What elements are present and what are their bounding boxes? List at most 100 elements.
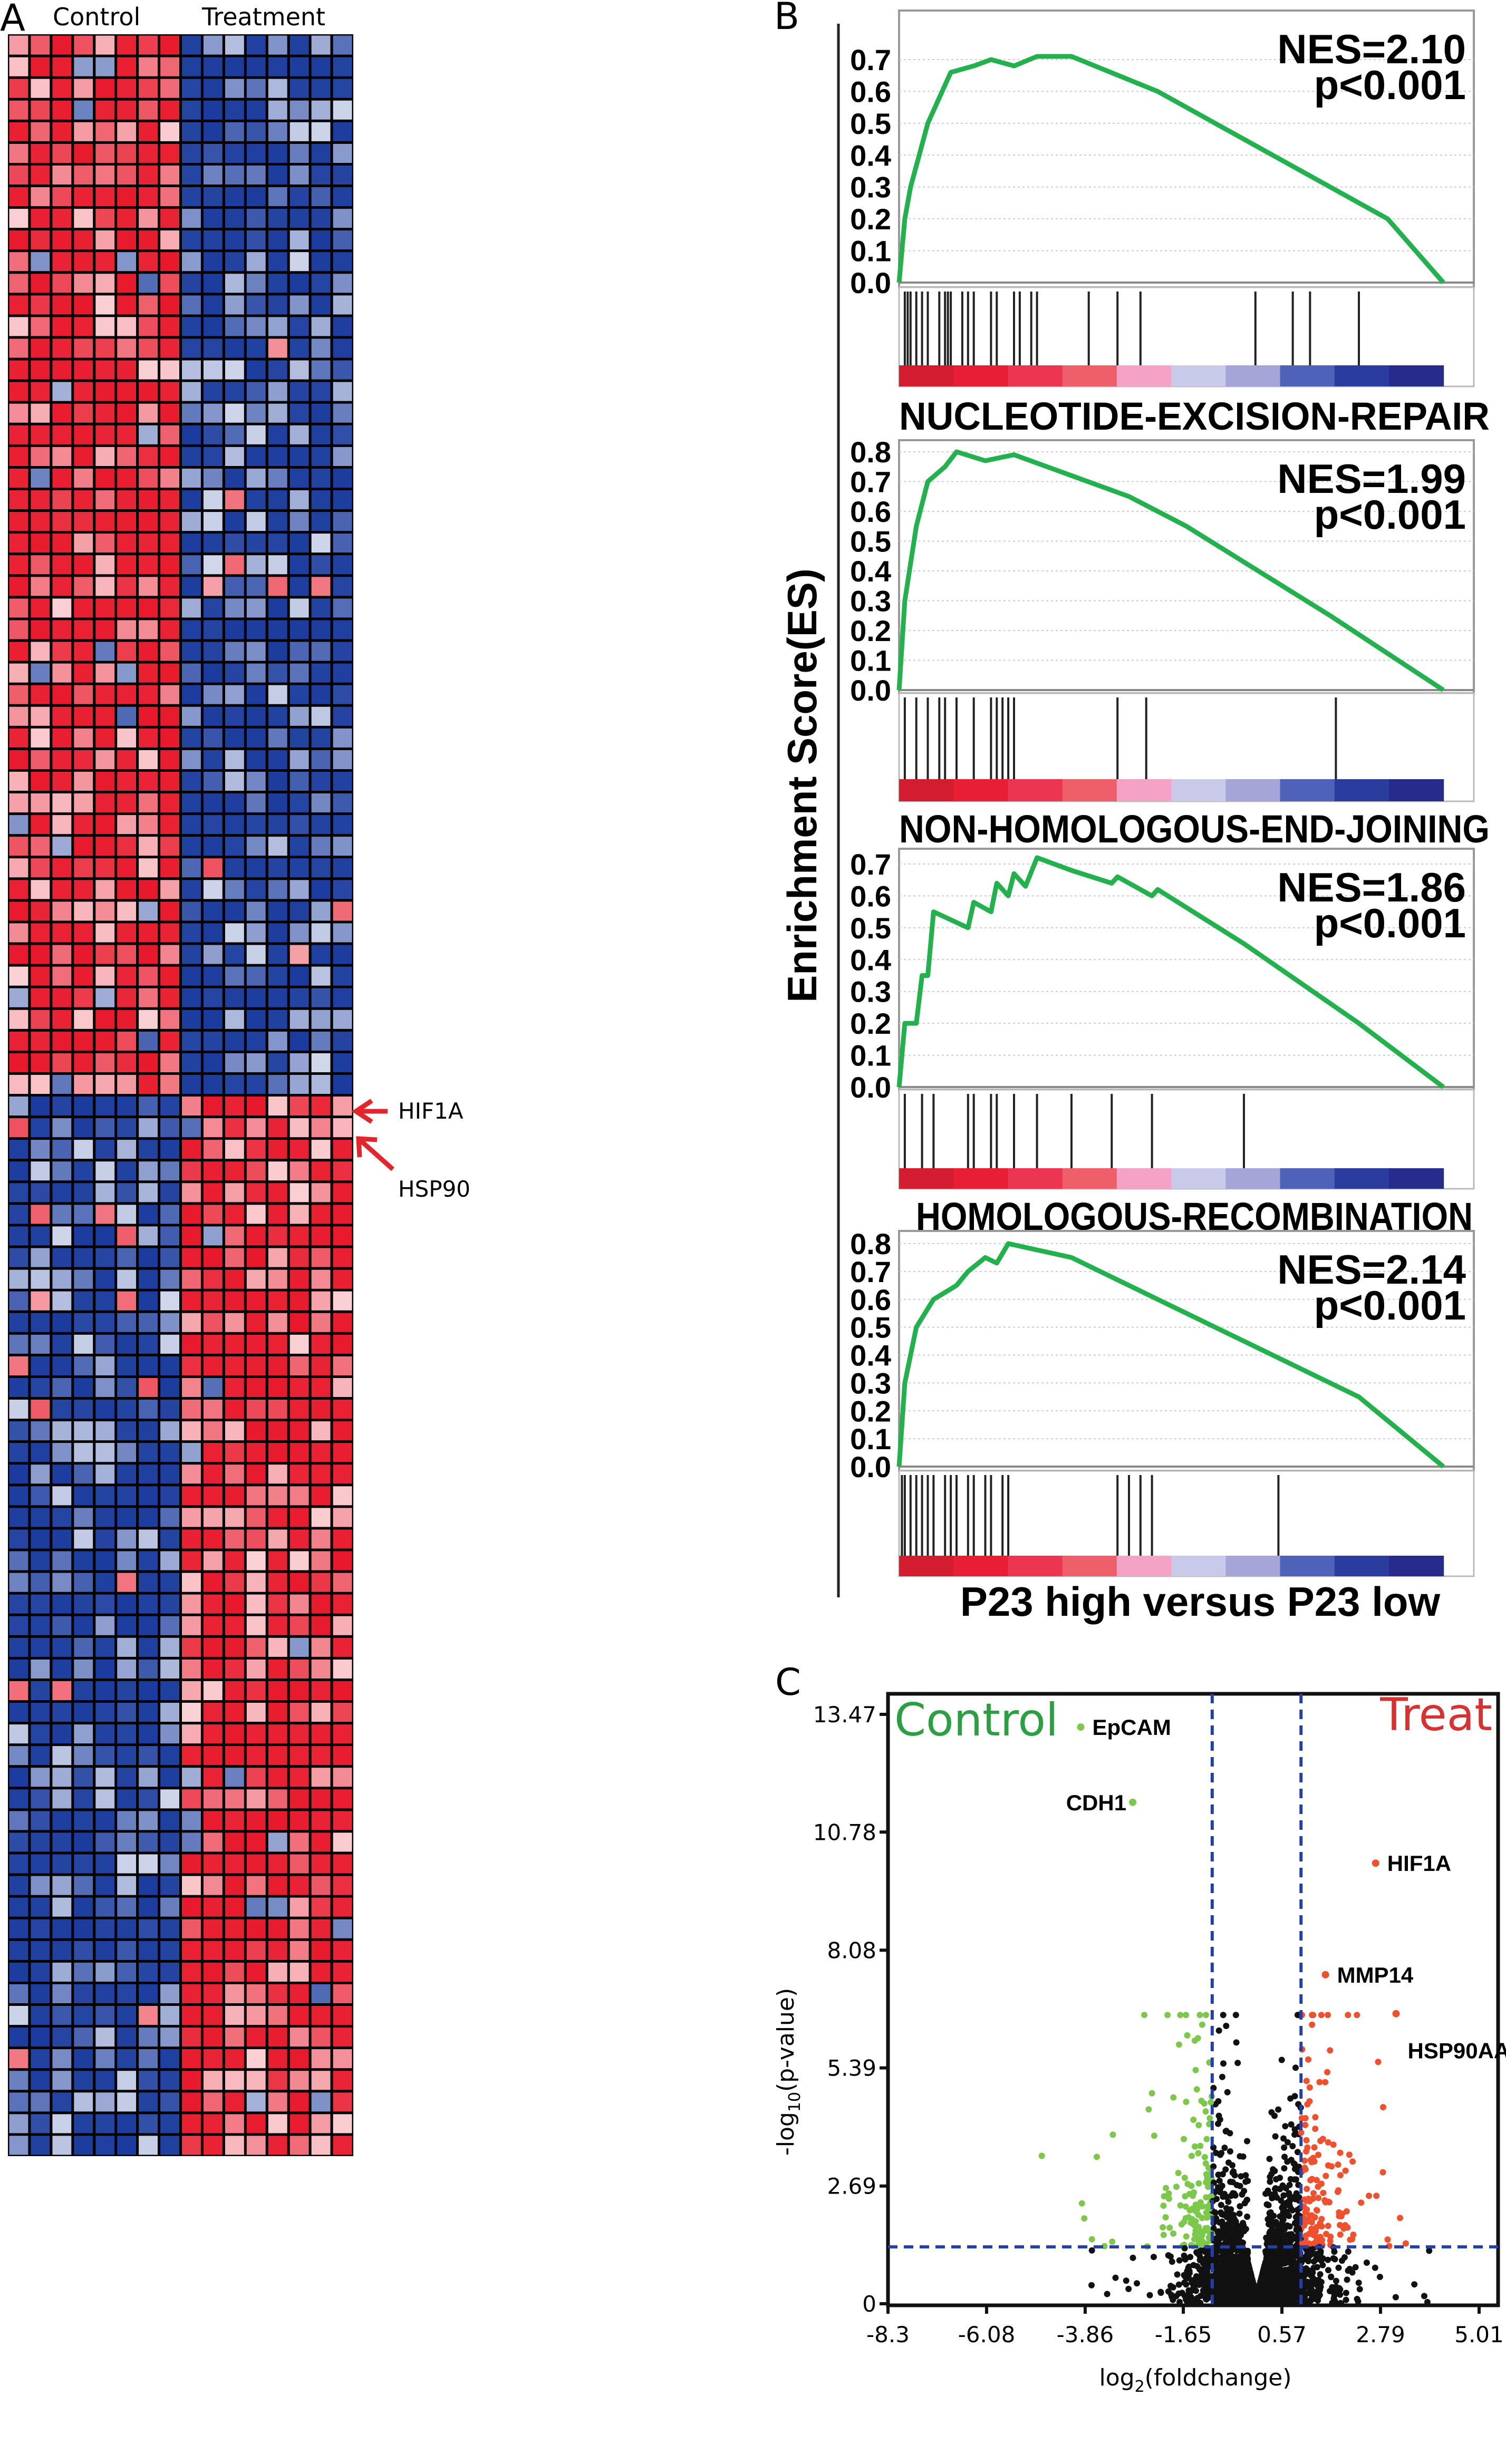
heatmap-cell [31,1010,50,1029]
heatmap-cell [52,2028,72,2047]
heatmap-cell [246,1616,266,1635]
heatmap-cell [289,1594,309,1614]
gene-point [1242,2178,1249,2185]
heatmap-cell [74,79,93,98]
heatmap-cell [289,880,309,899]
heatmap-cell [52,338,72,358]
heatmap-cell [160,1334,179,1354]
heatmap-cell [117,771,137,791]
heatmap-cell [246,317,266,336]
heatmap-cell [117,1724,137,1744]
heatmap-cell [182,1226,201,1246]
heatmap-cell [117,663,137,683]
heatmap-cell [289,1919,309,1938]
heatmap-cell [268,533,287,553]
heatmap-cell [311,880,331,899]
heatmap-cell [95,598,115,618]
heatmap-cell [31,295,50,315]
heatmap-cell [160,1659,179,1679]
gene-point [1337,2231,1344,2238]
heatmap-cell [74,1681,93,1700]
heatmap-cell [333,1703,352,1722]
heatmap-cell [225,2071,244,2090]
heatmap-cell [182,360,201,380]
heatmap-cell [31,1464,50,1484]
gene-point [1177,2012,1184,2019]
heatmap-cell [139,1421,158,1441]
heatmap-cell [139,1010,158,1029]
y-axis-label-part: 10 [786,2092,804,2112]
heatmap-cell [9,490,28,510]
heatmap-cell [95,274,115,293]
heatmap-cell [117,750,137,769]
heatmap-cell [203,1876,223,1895]
heatmap-cell [52,209,72,228]
heatmap-cell [203,555,223,575]
heatmap-cell [268,1356,287,1375]
heatmap-cell [160,490,179,510]
heatmap-cell [246,382,266,401]
heatmap-cell [117,490,137,510]
gene-point [1088,2282,1095,2288]
heatmap-cell [182,100,201,120]
heatmap-cell [225,1140,244,1159]
heatmap-cell [203,143,223,163]
heatmap-cell [139,1074,158,1094]
heatmap-cell [289,447,309,466]
heatmap-cell [117,1183,137,1202]
heatmap-cell [160,512,179,531]
heatmap-cell [74,2028,93,2047]
heatmap-cell [182,1832,201,1852]
heatmap-cell [95,533,115,553]
gene-point [1189,2205,1196,2212]
heatmap-cell [31,2049,50,2069]
gene-point [1215,2098,1222,2104]
heatmap-cell [31,187,50,207]
heatmap-cell [182,1140,201,1159]
heatmap-cell [311,165,331,185]
heatmap-cell [31,577,50,596]
enrichment-score-curve [896,449,1445,692]
gene-point [1313,2238,1320,2245]
heatmap-cell [333,2092,352,2112]
heatmap-cell [52,1400,72,1419]
heatmap-cell [74,1313,93,1332]
heatmap-cell [9,1984,28,2003]
gene-point [1182,2203,1189,2210]
gene-point [1288,2287,1295,2294]
heatmap-cell [311,750,331,769]
heatmap-cell [95,1832,115,1852]
heatmap-cell [333,555,352,575]
heatmap-cell [74,338,93,358]
gene-point [1358,2199,1365,2206]
gene-point [1234,2060,1241,2067]
heatmap-cell [289,317,309,336]
gene-point [1317,2234,1324,2240]
heatmap-cell [225,1508,244,1527]
heatmap-cell [268,1897,287,1917]
heatmap-cell [139,2136,158,2155]
heatmap-cell [139,57,158,76]
annotation-hif1a: HIF1A [398,1098,464,1124]
gene-point [1224,2089,1231,2096]
gene-point [1280,2192,1287,2199]
heatmap-cell [74,1140,93,1159]
gene-point [1311,2144,1318,2151]
gsea-y-tick-label: 0.0 [850,1450,891,1483]
ranked-list-color-segment [1008,779,1063,801]
gene-point [1239,2191,1246,2198]
heatmap-cell [74,1659,93,1679]
heatmap-cell [203,1659,223,1679]
heatmap-cell [268,2028,287,2047]
heatmap-cell [31,1811,50,1830]
heatmap-cell [268,447,287,466]
heatmap-cell [333,1854,352,1874]
heatmap-cell [333,988,352,1007]
gene-label-hsp90aa1: HSP90AA1 [1408,2039,1506,2063]
heatmap-cell [333,1400,352,1419]
heatmap-cell [31,945,50,964]
heatmap-cell [74,728,93,748]
heatmap-cell [31,122,50,141]
heatmap-cell [268,1789,287,1809]
heatmap-cell [289,2006,309,2025]
